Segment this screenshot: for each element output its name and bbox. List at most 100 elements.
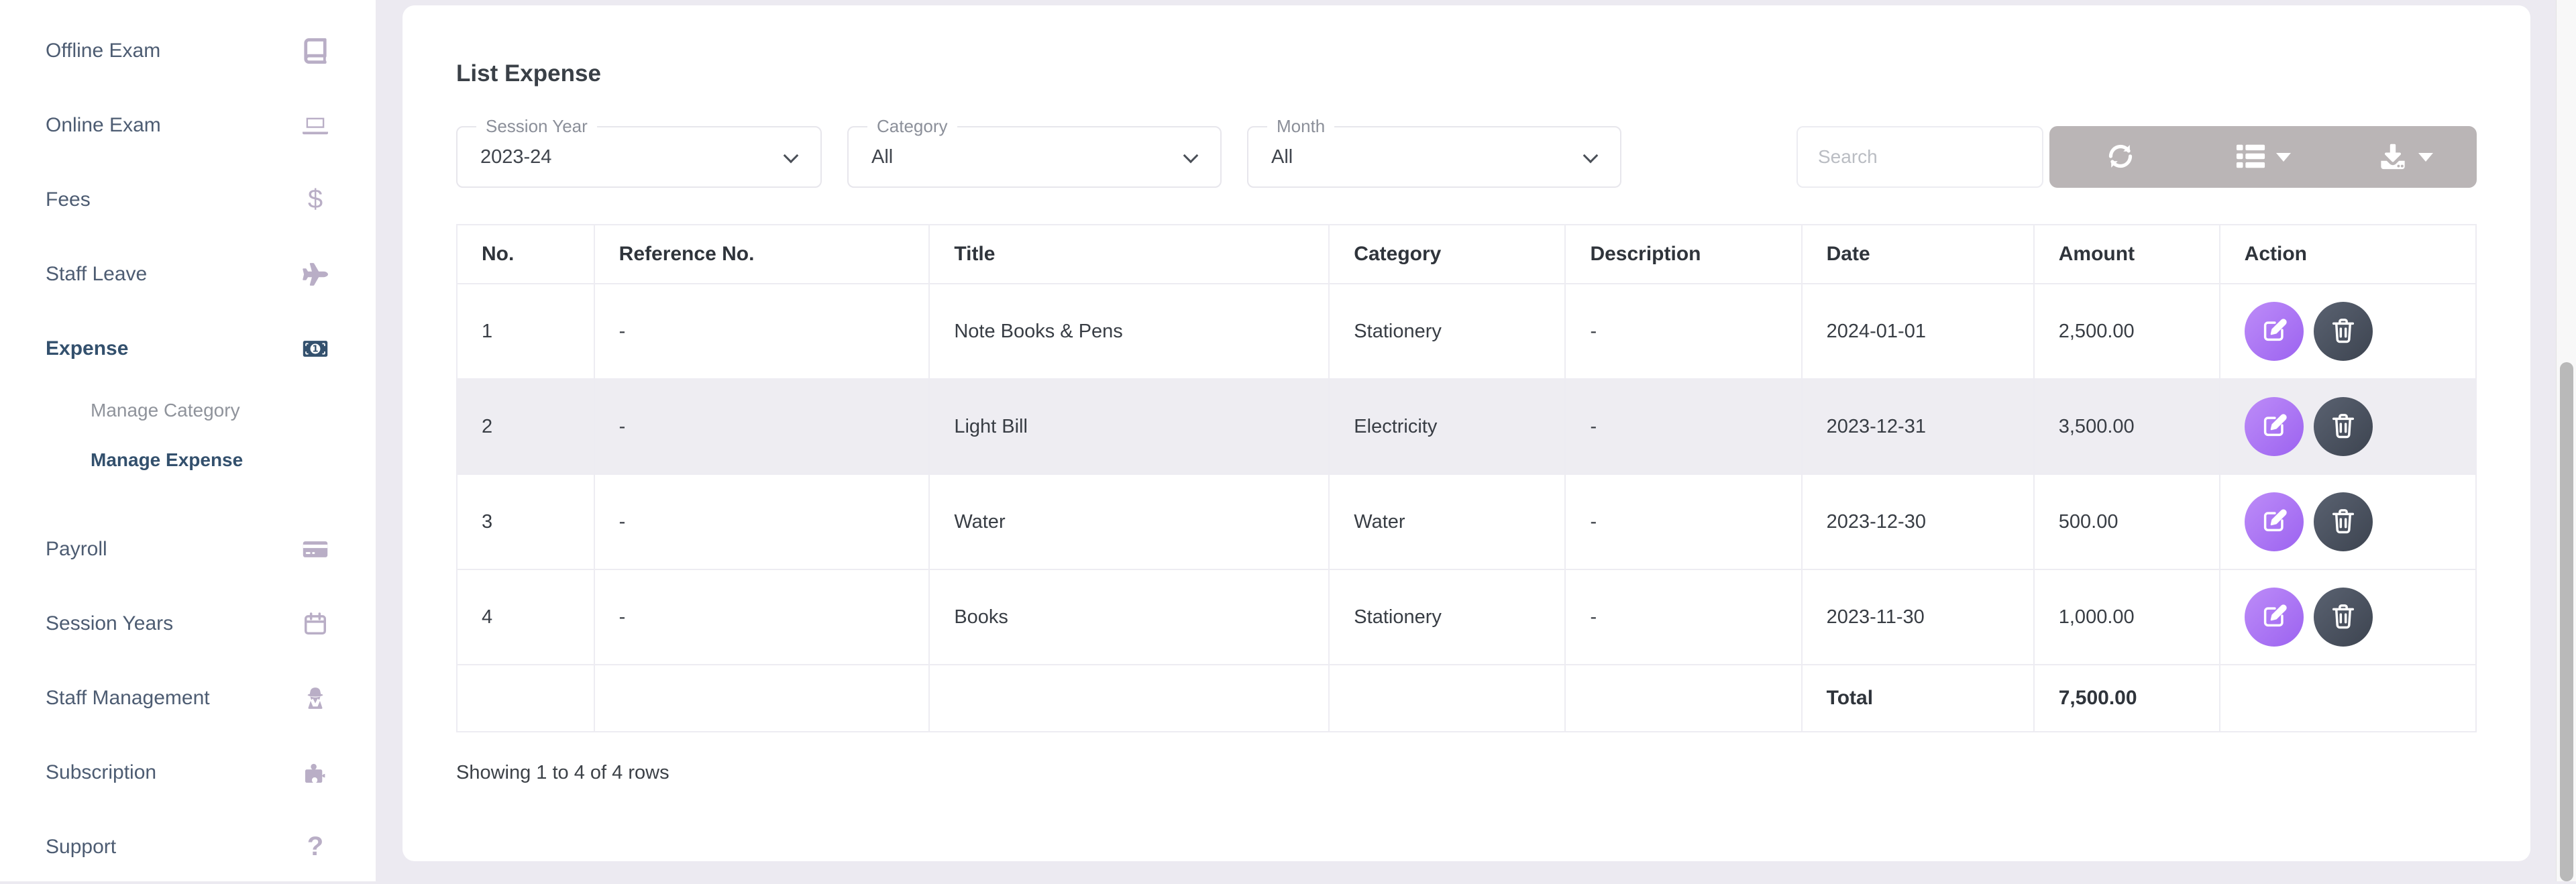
session-year-label: Session Year [476,116,597,137]
table-toolbar [2049,126,2477,188]
delete-button[interactable] [2313,492,2373,551]
sidebar-subitem-manage-category[interactable]: Manage Category [0,386,376,435]
cell-amount: 3,500.00 [2033,378,2220,475]
main-content: List Expense Session Year 2023-24 Catego… [376,0,2576,881]
col-amount: Amount [2033,224,2220,284]
cell-no: 3 [456,474,595,570]
cell-title: Light Bill [928,378,1330,475]
sidebar-item-label: Fees [46,188,91,211]
delete-button[interactable] [2313,302,2373,361]
cell-no: 2 [456,378,595,475]
edit-icon [2259,602,2289,633]
laptop-icon [302,112,329,139]
category-value: All [871,146,894,168]
total-amount: 7,500.00 [2033,664,2220,732]
table-row: 1- Note Books & Pens Stationery -2024-01-01… [456,283,2477,380]
edit-icon [2259,411,2289,443]
cell-reference: - [593,569,930,665]
total-label: Total [1801,664,2035,732]
cell-empty [593,664,930,732]
sidebar-item-staff-leave[interactable]: Staff Leave [0,237,376,311]
month-select[interactable]: Month All [1247,116,1621,188]
month-value: All [1271,146,1293,168]
sidebar-item-offline-exam[interactable]: Offline Exam [0,13,376,88]
cell-empty [1328,664,1566,732]
export-button[interactable] [2334,126,2477,188]
sidebar-item-staff-management[interactable]: Staff Management [0,661,376,735]
cell-empty [456,664,595,732]
cell-category: Water [1328,474,1566,570]
columns-button[interactable] [2192,126,2334,188]
page-title: List Expense [456,60,601,87]
filter-row: Session Year 2023-24 Category All Month … [456,116,2477,188]
col-category: Category [1328,224,1566,284]
page-scrollbar-thumb[interactable] [2560,362,2573,881]
expense-table-body: 1- Note Books & Pens Stationery -2024-01-01… [456,283,2477,665]
sidebar-item-label: Online Exam [46,113,161,136]
sidebar: Offline Exam Online Exam Fees $ Staff Le… [0,0,376,881]
trash-icon [2328,316,2358,347]
cell-title: Note Books & Pens [928,283,1330,380]
cell-action [2218,378,2477,475]
col-date: Date [1801,224,2035,284]
table-header-row: No. Reference No. Title Category Descrip… [456,224,2477,284]
edit-button[interactable] [2244,492,2304,551]
cell-date: 2024-01-01 [1801,283,2035,380]
sidebar-item-label: Subscription [46,761,157,783]
sidebar-item-expense[interactable]: Expense 1 [0,311,376,386]
cell-description: - [1564,474,1803,570]
delete-button[interactable] [2313,588,2373,647]
expense-submenu: Manage Category Manage Expense [0,386,376,485]
cell-empty [928,664,1330,732]
cell-reference: - [593,378,930,475]
delete-button[interactable] [2313,397,2373,456]
user-secret-icon [302,685,329,712]
category-select[interactable]: Category All [847,116,1222,188]
caret-down-icon [2275,152,2291,162]
trash-icon [2328,602,2358,633]
sidebar-item-label: Staff Management [46,686,210,709]
sidebar-item-label: Offline Exam [46,39,161,62]
sidebar-item-session-years[interactable]: Session Years [0,586,376,661]
money-bill-icon: 1 [302,335,329,362]
cell-description: - [1564,283,1803,380]
plane-icon [302,261,329,288]
cell-amount: 1,000.00 [2033,569,2220,665]
sidebar-item-payroll[interactable]: Payroll [0,512,376,586]
cell-empty [2218,664,2477,732]
edit-button[interactable] [2244,302,2304,361]
refresh-icon [2105,141,2136,174]
edit-icon [2259,316,2289,347]
cell-date: 2023-11-30 [1801,569,2035,665]
cell-category: Stationery [1328,283,1566,380]
cell-action [2218,474,2477,570]
sidebar-item-fees[interactable]: Fees $ [0,162,376,237]
session-year-select[interactable]: Session Year 2023-24 [456,116,822,188]
question-icon: ? [307,832,324,861]
cell-reference: - [593,283,930,380]
book-icon [302,38,329,64]
col-description: Description [1564,224,1803,284]
total-row: Total 7,500.00 [456,664,2477,732]
table-row: 4- Books Stationery -2023-11-30 1,000.00 [456,569,2477,665]
refresh-button[interactable] [2049,126,2192,188]
search-input[interactable] [1796,126,2043,188]
col-no: No. [456,224,595,284]
cell-amount: 500.00 [2033,474,2220,570]
svg-text:1: 1 [312,344,318,354]
expense-table: No. Reference No. Title Category Descrip… [456,224,2477,732]
sidebar-item-subscription[interactable]: Subscription [0,735,376,810]
sidebar-item-support[interactable]: Support ? [0,810,376,884]
cell-description: - [1564,569,1803,665]
edit-button[interactable] [2244,588,2304,647]
table-row: 2- Light Bill Electricity -2023-12-31 3,500.… [456,378,2477,475]
sidebar-item-label: Staff Leave [46,262,148,285]
sidebar-item-online-exam[interactable]: Online Exam [0,88,376,162]
sidebar-item-label: Expense [46,337,129,360]
page-scrollbar-track[interactable] [2556,0,2576,881]
edit-button[interactable] [2244,397,2304,456]
cell-action [2218,569,2477,665]
category-label: Category [867,116,957,137]
dollar-icon: $ [307,184,323,214]
sidebar-subitem-manage-expense[interactable]: Manage Expense [0,435,376,485]
